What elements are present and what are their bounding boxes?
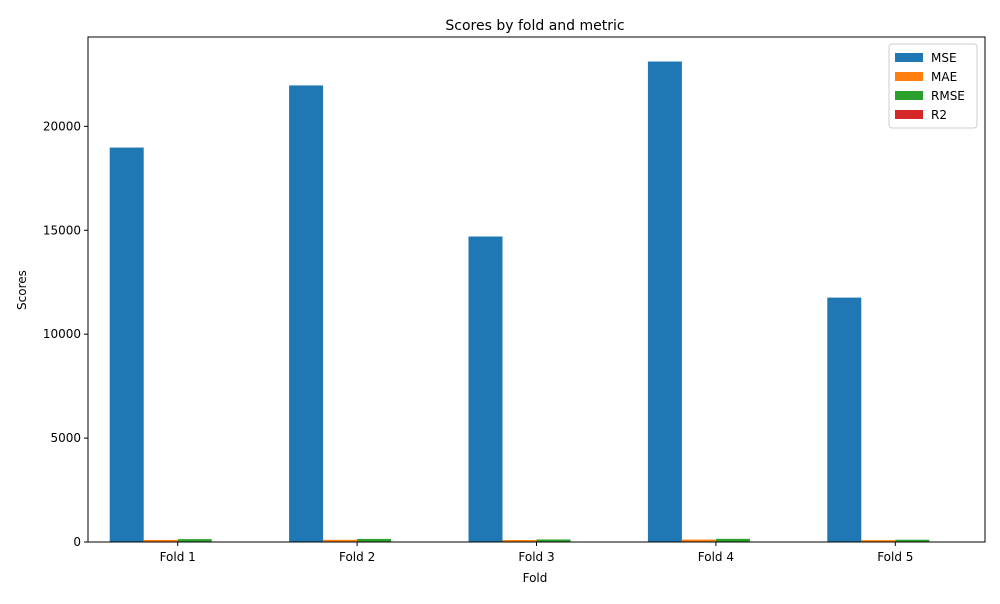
bars-layer	[110, 62, 964, 542]
y-axis-label: Scores	[15, 270, 29, 310]
legend-label-mae: MAE	[931, 70, 957, 84]
y-tick-label: 15000	[43, 223, 81, 237]
legend-label-rmse: RMSE	[931, 89, 965, 103]
legend-swatch-mse	[895, 53, 923, 62]
y-tick-label: 20000	[43, 119, 81, 133]
bar-mse-2	[289, 85, 323, 542]
legend-label-r2: R2	[931, 108, 947, 122]
chart-title: Scores by fold and metric	[445, 18, 624, 34]
bar-mse-3	[469, 237, 503, 542]
legend-label-mse: MSE	[931, 51, 957, 65]
x-axis-label: Fold	[523, 571, 548, 585]
x-tick-label: Fold 3	[518, 550, 554, 564]
x-tick-label: Fold 1	[160, 550, 196, 564]
bar-mse-5	[827, 298, 861, 542]
y-tick-label: 5000	[50, 431, 81, 445]
legend-swatch-rmse	[895, 91, 923, 100]
x-tick-label: Fold 2	[339, 550, 375, 564]
bar-mse-4	[648, 62, 682, 542]
legend-swatch-r2	[895, 110, 923, 119]
y-tick-label: 10000	[43, 327, 81, 341]
x-tick-label: Fold 4	[698, 550, 734, 564]
legend-swatch-mae	[895, 72, 923, 81]
bar-mse-1	[110, 148, 144, 542]
y-tick-label: 0	[73, 535, 81, 549]
legend: MSE MAE RMSE R2	[889, 44, 977, 128]
x-tick-label: Fold 5	[877, 550, 913, 564]
